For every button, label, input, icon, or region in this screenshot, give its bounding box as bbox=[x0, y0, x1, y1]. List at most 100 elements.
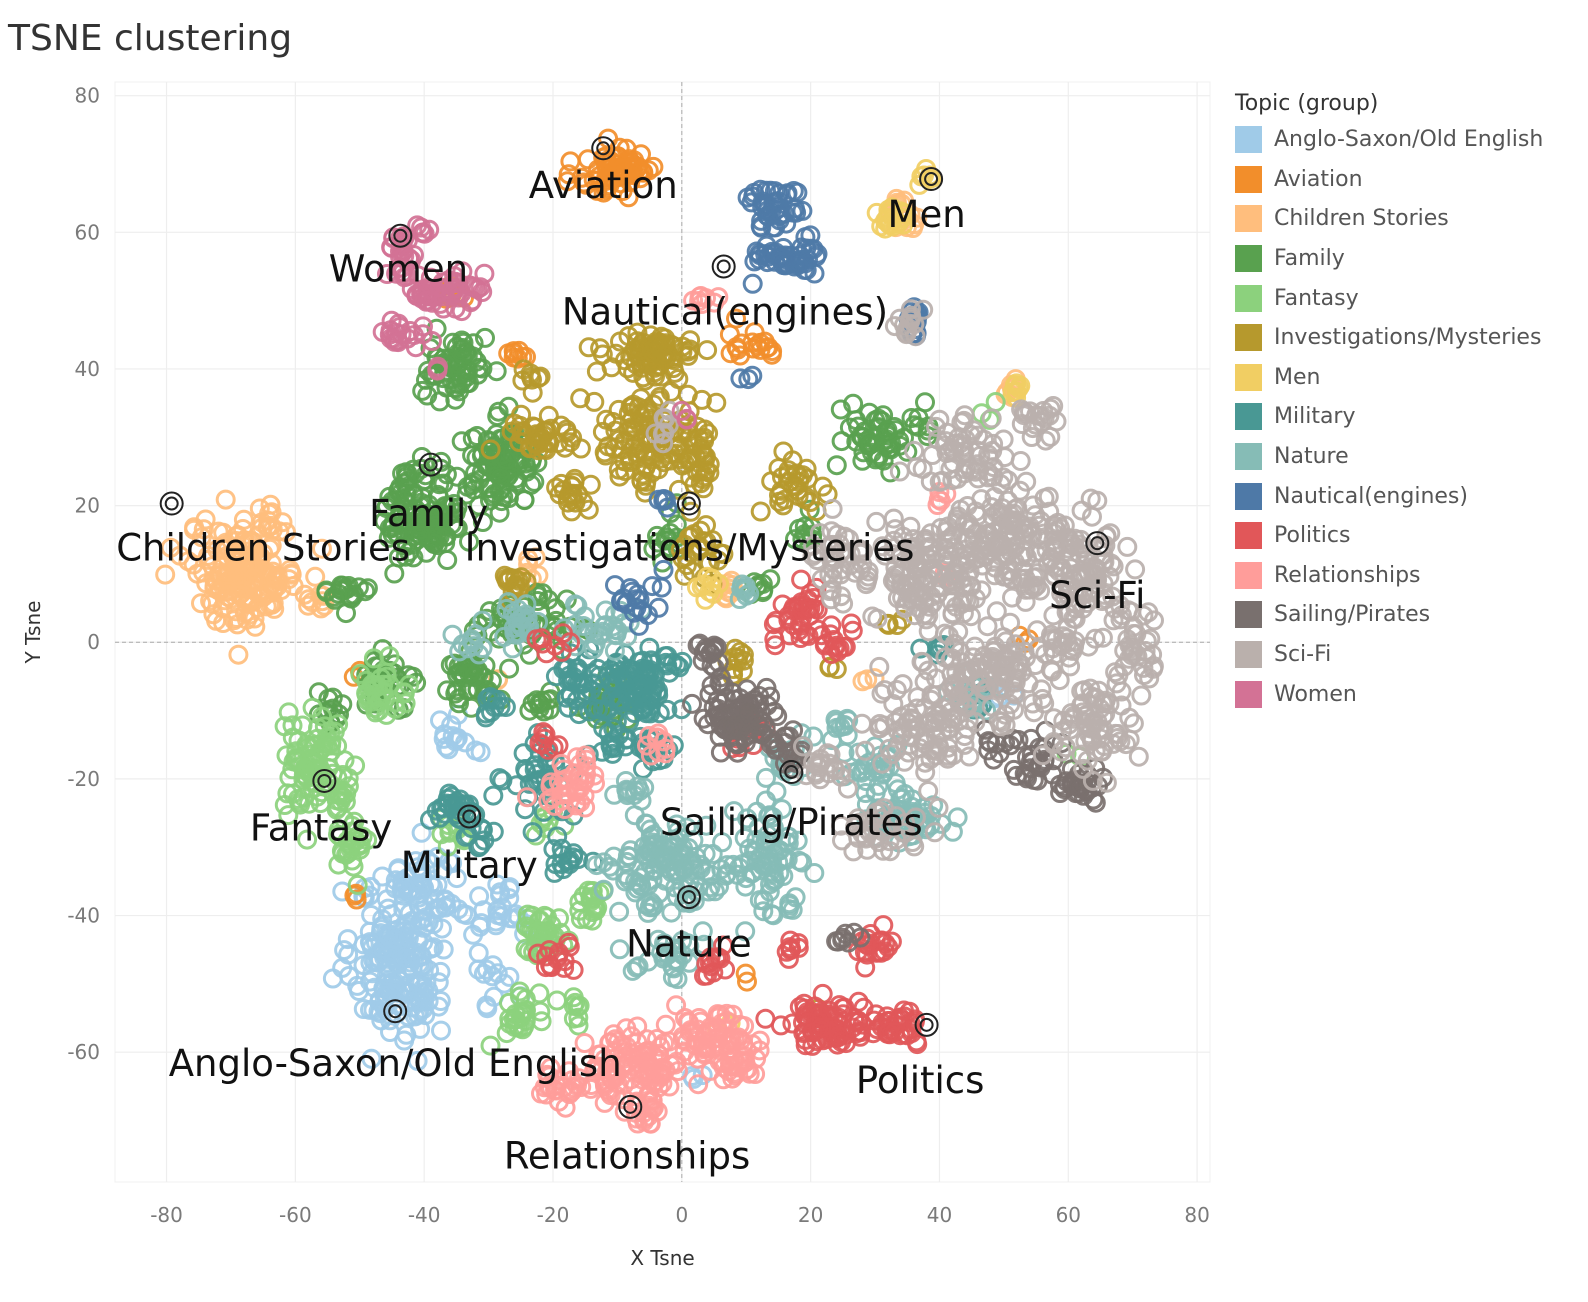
data-point bbox=[475, 327, 495, 348]
data-point bbox=[240, 530, 261, 551]
data-point bbox=[374, 998, 395, 1019]
data-point bbox=[884, 316, 905, 337]
series-13 bbox=[645, 299, 1164, 862]
data-point bbox=[672, 945, 693, 965]
data-point bbox=[1094, 584, 1115, 605]
data-point bbox=[1070, 529, 1091, 550]
cluster-label: Military bbox=[401, 844, 538, 887]
data-point bbox=[474, 263, 495, 284]
data-point bbox=[424, 899, 445, 920]
data-point bbox=[568, 1015, 589, 1036]
data-point bbox=[793, 736, 813, 757]
data-point bbox=[781, 939, 802, 960]
legend-swatch bbox=[1235, 443, 1262, 471]
x-tick-label: -80 bbox=[150, 1203, 183, 1227]
data-point bbox=[857, 944, 878, 965]
data-point bbox=[600, 1032, 621, 1053]
data-point bbox=[871, 683, 892, 704]
data-point bbox=[724, 1048, 745, 1069]
data-point bbox=[712, 832, 733, 853]
centroid-marker bbox=[418, 452, 443, 477]
data-point bbox=[302, 697, 323, 718]
data-point bbox=[642, 342, 663, 363]
cluster-label: Aviation bbox=[529, 164, 678, 207]
data-point bbox=[713, 715, 734, 736]
data-point bbox=[735, 1060, 756, 1081]
data-point bbox=[641, 892, 662, 913]
data-point bbox=[867, 418, 888, 439]
data-point bbox=[978, 740, 999, 761]
data-point bbox=[618, 326, 639, 347]
y-tick-label: 40 bbox=[75, 357, 100, 381]
centroid-marker bbox=[779, 760, 804, 785]
data-point bbox=[1072, 702, 1093, 723]
data-point bbox=[982, 551, 1003, 572]
data-point bbox=[625, 354, 646, 374]
data-point bbox=[565, 781, 586, 802]
data-point bbox=[416, 542, 437, 563]
data-point bbox=[593, 879, 614, 900]
data-point bbox=[747, 714, 768, 734]
data-point bbox=[380, 1022, 400, 1042]
data-point bbox=[472, 819, 493, 840]
centroid-core bbox=[623, 1099, 638, 1114]
legend-label: Sailing/Pirates bbox=[1274, 602, 1431, 628]
data-point bbox=[540, 418, 561, 439]
data-point bbox=[544, 795, 565, 816]
data-point bbox=[934, 623, 955, 644]
cluster-label: Nature bbox=[626, 923, 751, 966]
data-point bbox=[449, 693, 469, 714]
legend-title: Topic (group) bbox=[1235, 91, 1379, 116]
data-point bbox=[353, 934, 374, 955]
data-point bbox=[1055, 566, 1075, 587]
data-point bbox=[516, 594, 537, 615]
data-point bbox=[1081, 686, 1102, 707]
data-point bbox=[1143, 656, 1164, 677]
legend-label: Nautical(engines) bbox=[1274, 483, 1468, 509]
data-point bbox=[459, 531, 479, 552]
data-point bbox=[1056, 602, 1077, 623]
data-point bbox=[974, 429, 994, 450]
data-point bbox=[552, 845, 573, 866]
data-point bbox=[589, 624, 610, 645]
data-point bbox=[652, 552, 673, 573]
data-point bbox=[971, 489, 992, 510]
data-point bbox=[312, 538, 332, 559]
data-point bbox=[324, 589, 345, 610]
data-point bbox=[840, 555, 860, 576]
legend-swatch bbox=[1235, 245, 1262, 273]
data-point bbox=[1050, 783, 1071, 803]
data-point bbox=[633, 699, 654, 719]
data-point bbox=[890, 547, 911, 568]
data-point bbox=[592, 421, 613, 442]
data-point bbox=[183, 554, 204, 575]
data-point bbox=[551, 641, 572, 662]
cluster-label: Nautical(engines) bbox=[562, 291, 888, 334]
data-point bbox=[821, 551, 842, 572]
data-point bbox=[612, 181, 633, 201]
centroid-ring bbox=[676, 491, 701, 516]
data-point bbox=[374, 511, 395, 532]
data-point bbox=[480, 445, 501, 466]
data-point bbox=[595, 600, 616, 621]
centroid-marker bbox=[919, 167, 944, 192]
legend-item: Aviation bbox=[1235, 160, 1580, 200]
data-point bbox=[278, 702, 299, 723]
legend-label: Family bbox=[1274, 246, 1345, 272]
legend-swatch bbox=[1235, 482, 1262, 510]
data-point bbox=[949, 553, 970, 573]
data-point bbox=[768, 191, 788, 212]
data-point bbox=[883, 208, 904, 229]
data-point bbox=[430, 710, 450, 731]
data-point bbox=[334, 940, 355, 961]
legend-swatch bbox=[1235, 403, 1262, 431]
data-point bbox=[628, 956, 649, 977]
data-point bbox=[608, 654, 629, 674]
data-point bbox=[1039, 405, 1060, 426]
data-point bbox=[643, 156, 664, 177]
data-point bbox=[494, 626, 515, 647]
data-point bbox=[614, 451, 635, 472]
data-point bbox=[855, 957, 876, 978]
data-point bbox=[708, 947, 729, 968]
data-point bbox=[584, 1060, 605, 1081]
